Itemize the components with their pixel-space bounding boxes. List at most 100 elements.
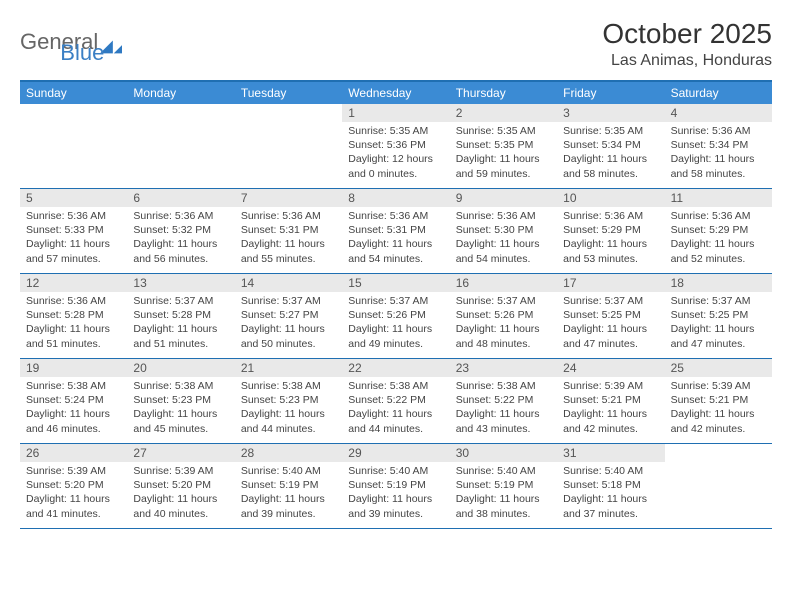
day-details: Sunrise: 5:39 AMSunset: 5:21 PMDaylight:… bbox=[665, 377, 772, 442]
sunrise-text: Sunrise: 5:38 AM bbox=[456, 379, 551, 393]
calendar-cell: 6Sunrise: 5:36 AMSunset: 5:32 PMDaylight… bbox=[127, 189, 234, 273]
sunset-text: Sunset: 5:34 PM bbox=[671, 138, 766, 152]
sunrise-text: Sunrise: 5:37 AM bbox=[241, 294, 336, 308]
calendar-week: 5Sunrise: 5:36 AMSunset: 5:33 PMDaylight… bbox=[20, 189, 772, 274]
sunset-text: Sunset: 5:23 PM bbox=[133, 393, 228, 407]
calendar-week: 26Sunrise: 5:39 AMSunset: 5:20 PMDayligh… bbox=[20, 444, 772, 529]
sunrise-text: Sunrise: 5:39 AM bbox=[563, 379, 658, 393]
sunrise-text: Sunrise: 5:37 AM bbox=[133, 294, 228, 308]
calendar-cell: 25Sunrise: 5:39 AMSunset: 5:21 PMDayligh… bbox=[665, 359, 772, 443]
day-number: 17 bbox=[557, 274, 664, 292]
calendar-cell: 19Sunrise: 5:38 AMSunset: 5:24 PMDayligh… bbox=[20, 359, 127, 443]
calendar: Sunday Monday Tuesday Wednesday Thursday… bbox=[20, 80, 772, 529]
calendar-cell: 3Sunrise: 5:35 AMSunset: 5:34 PMDaylight… bbox=[557, 104, 664, 188]
daylight-text: Daylight: 11 hours and 57 minutes. bbox=[26, 237, 121, 265]
day-details: Sunrise: 5:37 AMSunset: 5:27 PMDaylight:… bbox=[235, 292, 342, 357]
day-number: 4 bbox=[665, 104, 772, 122]
sunset-text: Sunset: 5:25 PM bbox=[671, 308, 766, 322]
day-details: Sunrise: 5:35 AMSunset: 5:35 PMDaylight:… bbox=[450, 122, 557, 187]
daylight-text: Daylight: 11 hours and 41 minutes. bbox=[26, 492, 121, 520]
day-header-mon: Monday bbox=[127, 82, 234, 104]
daylight-text: Daylight: 11 hours and 52 minutes. bbox=[671, 237, 766, 265]
sunset-text: Sunset: 5:19 PM bbox=[348, 478, 443, 492]
daylight-text: Daylight: 11 hours and 50 minutes. bbox=[241, 322, 336, 350]
sunrise-text: Sunrise: 5:40 AM bbox=[456, 464, 551, 478]
sunset-text: Sunset: 5:25 PM bbox=[563, 308, 658, 322]
sunset-text: Sunset: 5:33 PM bbox=[26, 223, 121, 237]
day-header-tue: Tuesday bbox=[235, 82, 342, 104]
calendar-cell: 18 Sunrise: 5:37 AMSunset: 5:25 PMDayligh… bbox=[665, 274, 772, 358]
day-details: Sunrise: 5:38 AMSunset: 5:22 PMDaylight:… bbox=[450, 377, 557, 442]
title-block: October 2025 Las Animas, Honduras bbox=[602, 18, 772, 70]
sunrise-text: Sunrise: 5:36 AM bbox=[671, 124, 766, 138]
sunrise-text: Sunrise: 5:38 AM bbox=[348, 379, 443, 393]
calendar-cell: 30Sunrise: 5:40 AMSunset: 5:19 PMDayligh… bbox=[450, 444, 557, 528]
sunset-text: Sunset: 5:29 PM bbox=[671, 223, 766, 237]
day-number: 23 bbox=[450, 359, 557, 377]
day-number: 3 bbox=[557, 104, 664, 122]
sunrise-text: Sunrise: 5:36 AM bbox=[456, 209, 551, 223]
sunset-text: Sunset: 5:21 PM bbox=[671, 393, 766, 407]
sunrise-text: Sunrise: 5:39 AM bbox=[671, 379, 766, 393]
day-details: Sunrise: 5:36 AMSunset: 5:31 PMDaylight:… bbox=[235, 207, 342, 272]
daylight-text: Daylight: 11 hours and 47 minutes. bbox=[671, 322, 766, 350]
daylight-text: Daylight: 11 hours and 54 minutes. bbox=[456, 237, 551, 265]
logo-word-2: Blue bbox=[60, 40, 104, 66]
sunrise-text: Sunrise: 5:36 AM bbox=[26, 209, 121, 223]
day-number: 24 bbox=[557, 359, 664, 377]
calendar-cell: 16Sunrise: 5:37 AMSunset: 5:26 PMDayligh… bbox=[450, 274, 557, 358]
day-number: 13 bbox=[127, 274, 234, 292]
calendar-cell: 11Sunrise: 5:36 AMSunset: 5:29 PMDayligh… bbox=[665, 189, 772, 273]
day-number bbox=[235, 104, 342, 122]
daylight-text: Daylight: 11 hours and 42 minutes. bbox=[563, 407, 658, 435]
day-number: 8 bbox=[342, 189, 449, 207]
day-number: 15 bbox=[342, 274, 449, 292]
day-details: Sunrise: 5:38 AMSunset: 5:23 PMDaylight:… bbox=[127, 377, 234, 442]
day-number: 25 bbox=[665, 359, 772, 377]
day-details: Sunrise: 5:36 AMSunset: 5:29 PMDaylight:… bbox=[665, 207, 772, 272]
day-number bbox=[127, 104, 234, 122]
day-header-sat: Saturday bbox=[665, 82, 772, 104]
calendar-cell bbox=[665, 444, 772, 528]
daylight-text: Daylight: 11 hours and 55 minutes. bbox=[241, 237, 336, 265]
daylight-text: Daylight: 11 hours and 40 minutes. bbox=[133, 492, 228, 520]
sunrise-text: Sunrise: 5:37 AM bbox=[671, 294, 766, 308]
day-number: 11 bbox=[665, 189, 772, 207]
day-number: 10 bbox=[557, 189, 664, 207]
calendar-cell: 14Sunrise: 5:37 AMSunset: 5:27 PMDayligh… bbox=[235, 274, 342, 358]
daylight-text: Daylight: 11 hours and 43 minutes. bbox=[456, 407, 551, 435]
sunset-text: Sunset: 5:29 PM bbox=[563, 223, 658, 237]
daylight-text: Daylight: 11 hours and 37 minutes. bbox=[563, 492, 658, 520]
daylight-text: Daylight: 11 hours and 51 minutes. bbox=[133, 322, 228, 350]
calendar-cell: 13Sunrise: 5:37 AMSunset: 5:28 PMDayligh… bbox=[127, 274, 234, 358]
sunset-text: Sunset: 5:32 PM bbox=[133, 223, 228, 237]
day-number: 19 bbox=[20, 359, 127, 377]
sunrise-text: Sunrise: 5:37 AM bbox=[563, 294, 658, 308]
sunset-text: Sunset: 5:21 PM bbox=[563, 393, 658, 407]
calendar-cell: 7Sunrise: 5:36 AMSunset: 5:31 PMDaylight… bbox=[235, 189, 342, 273]
daylight-text: Daylight: 11 hours and 39 minutes. bbox=[241, 492, 336, 520]
day-number: 26 bbox=[20, 444, 127, 462]
day-details: Sunrise: 5:38 AMSunset: 5:23 PMDaylight:… bbox=[235, 377, 342, 442]
day-number: 12 bbox=[20, 274, 127, 292]
calendar-cell: 1Sunrise: 5:35 AMSunset: 5:36 PMDaylight… bbox=[342, 104, 449, 188]
sunset-text: Sunset: 5:22 PM bbox=[348, 393, 443, 407]
sunrise-text: Sunrise: 5:35 AM bbox=[563, 124, 658, 138]
day-number: 30 bbox=[450, 444, 557, 462]
calendar-cell: 28Sunrise: 5:40 AMSunset: 5:19 PMDayligh… bbox=[235, 444, 342, 528]
calendar-cell: 17Sunrise: 5:37 AMSunset: 5:25 PMDayligh… bbox=[557, 274, 664, 358]
day-number: 27 bbox=[127, 444, 234, 462]
sunset-text: Sunset: 5:26 PM bbox=[456, 308, 551, 322]
sunrise-text: Sunrise: 5:38 AM bbox=[241, 379, 336, 393]
day-number: 20 bbox=[127, 359, 234, 377]
day-details: Sunrise: 5:37 AMSunset: 5:26 PMDaylight:… bbox=[342, 292, 449, 357]
sunset-text: Sunset: 5:19 PM bbox=[241, 478, 336, 492]
daylight-text: Daylight: 11 hours and 44 minutes. bbox=[241, 407, 336, 435]
calendar-cell: 29Sunrise: 5:40 AMSunset: 5:19 PMDayligh… bbox=[342, 444, 449, 528]
daylight-text: Daylight: 11 hours and 49 minutes. bbox=[348, 322, 443, 350]
day-number: 18 bbox=[665, 274, 772, 292]
sunset-text: Sunset: 5:24 PM bbox=[26, 393, 121, 407]
location-label: Las Animas, Honduras bbox=[602, 52, 772, 70]
daylight-text: Daylight: 11 hours and 53 minutes. bbox=[563, 237, 658, 265]
sunrise-text: Sunrise: 5:39 AM bbox=[133, 464, 228, 478]
